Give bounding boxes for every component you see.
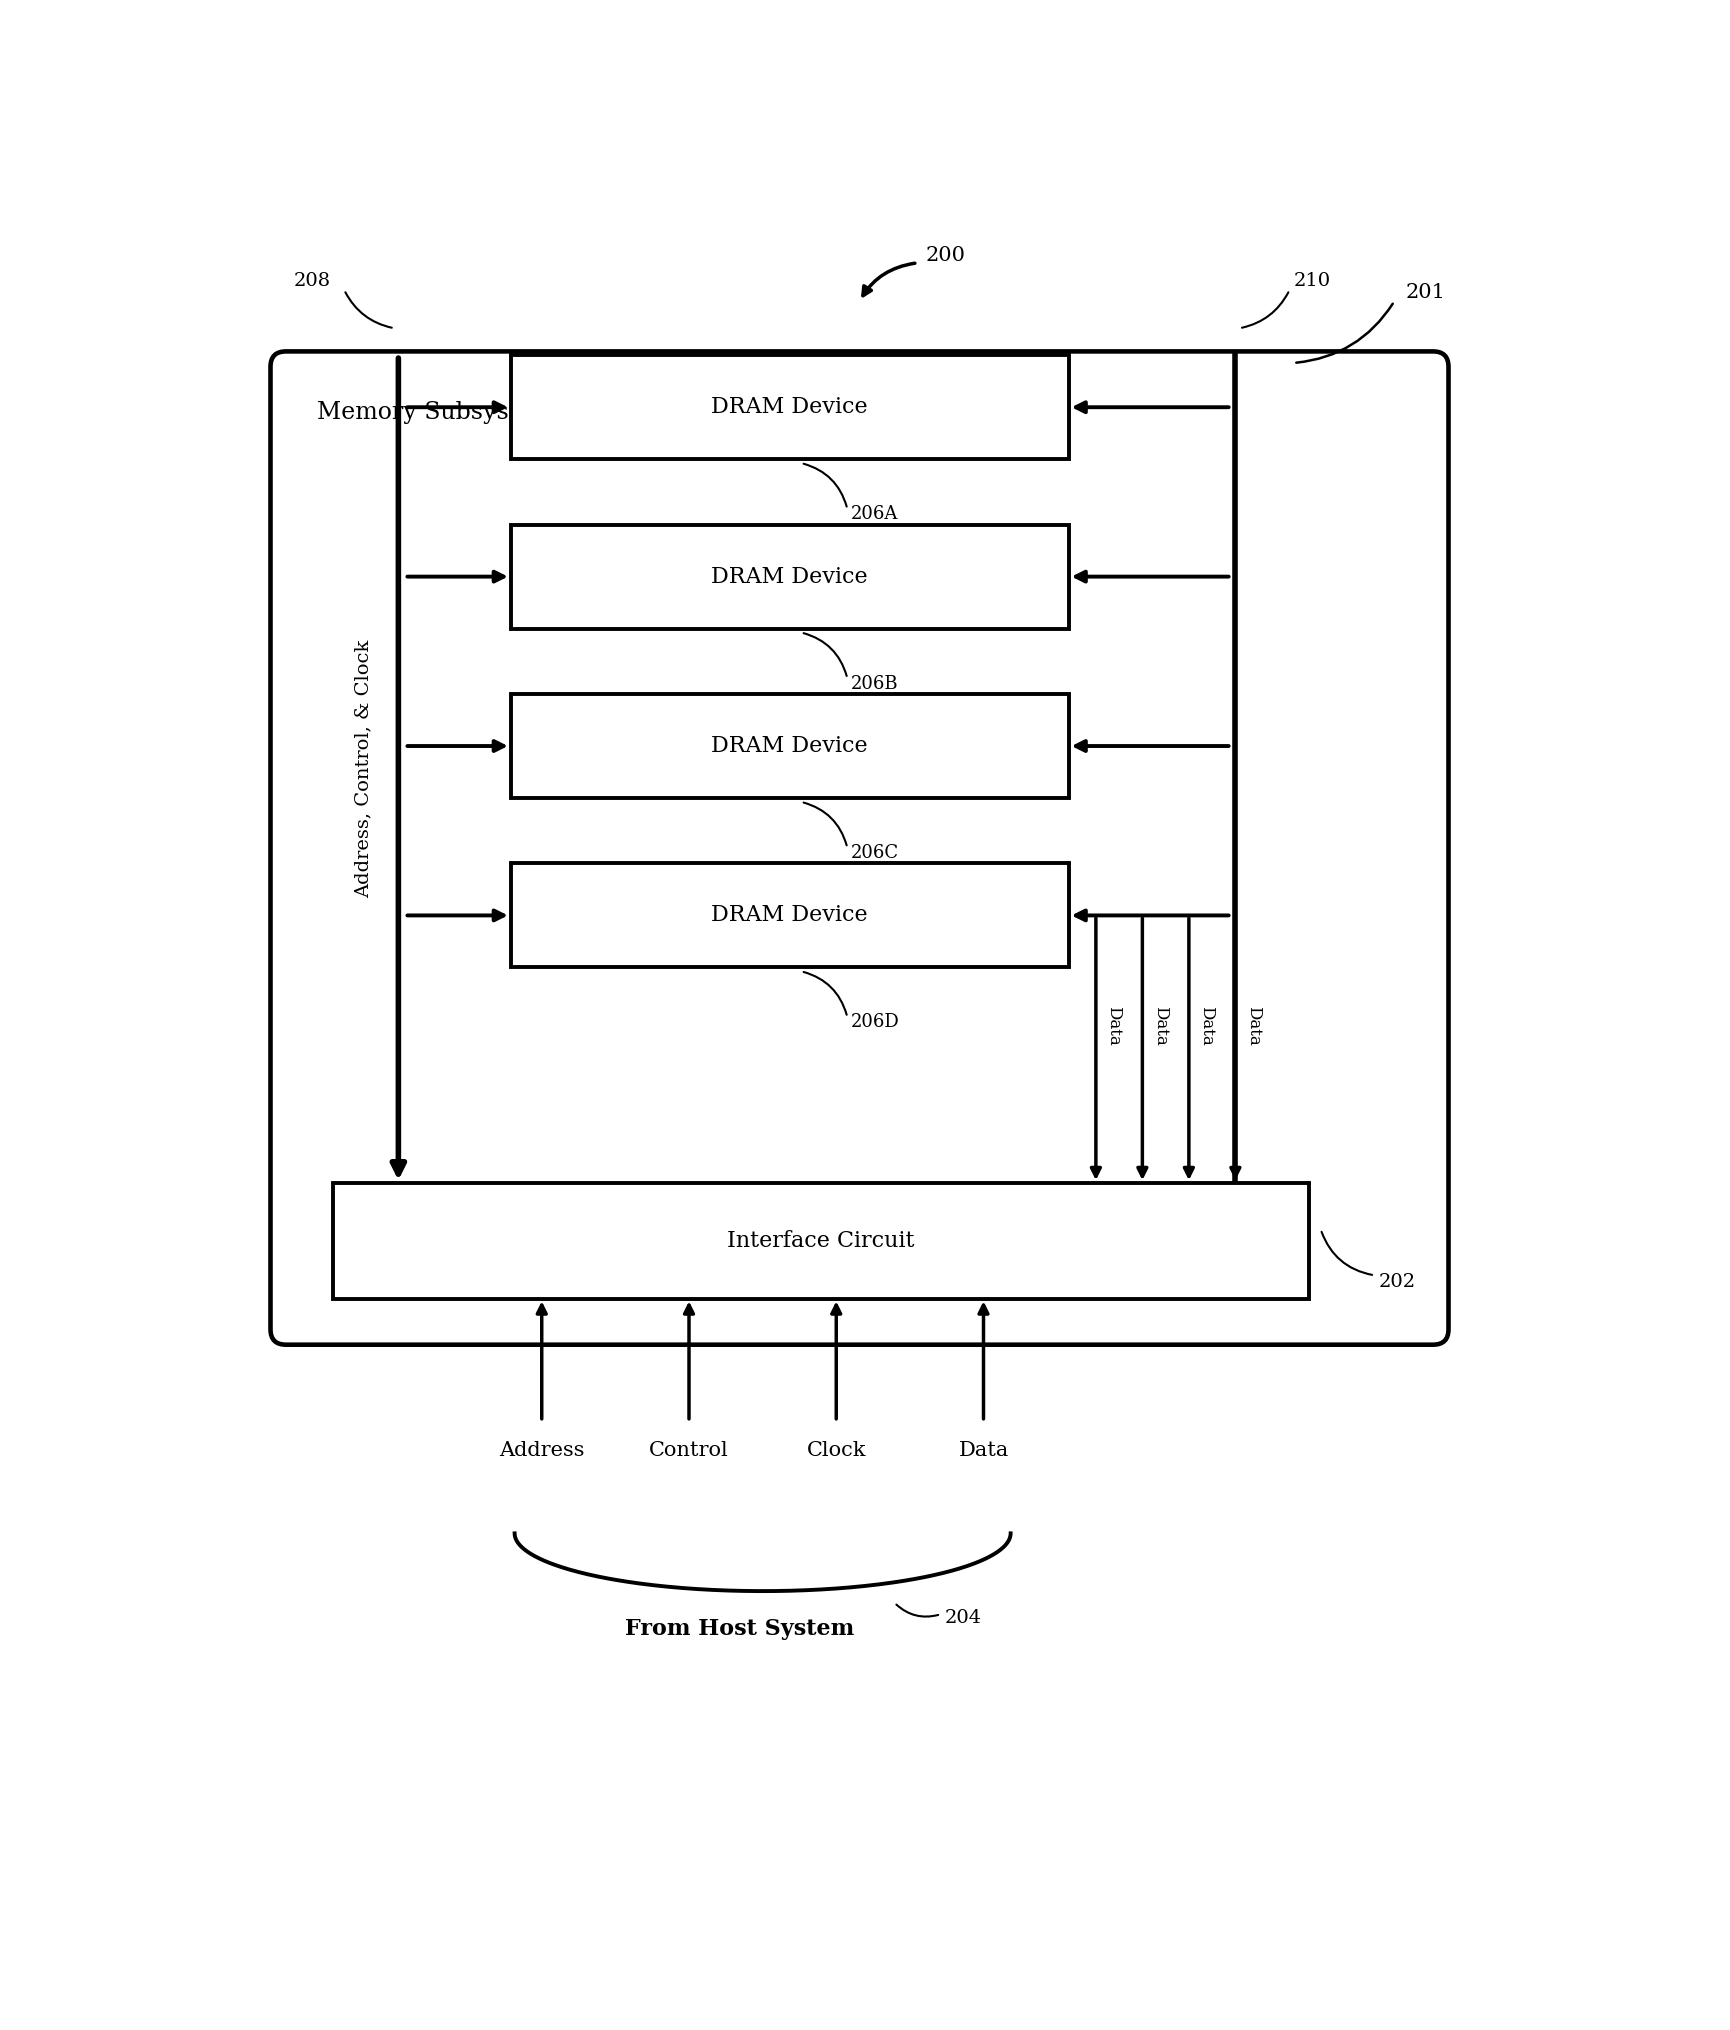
Text: Data: Data	[1199, 1007, 1214, 1045]
FancyBboxPatch shape	[510, 694, 1069, 798]
Text: 202: 202	[1379, 1273, 1415, 1291]
Text: Interface Circuit: Interface Circuit	[727, 1230, 915, 1253]
FancyBboxPatch shape	[510, 355, 1069, 459]
Text: DRAM Device: DRAM Device	[711, 905, 868, 926]
Text: DRAM Device: DRAM Device	[711, 566, 868, 587]
Text: Memory Subsystem: Memory Subsystem	[317, 402, 555, 424]
Text: Data: Data	[1244, 1007, 1261, 1045]
Text: From Host System: From Host System	[625, 1618, 855, 1640]
Text: 200: 200	[926, 246, 965, 264]
Text: DRAM Device: DRAM Device	[711, 735, 868, 757]
Text: Address, Control, & Clock: Address, Control, & Clock	[355, 639, 372, 899]
Text: Data: Data	[1152, 1007, 1169, 1045]
Text: Clock: Clock	[806, 1441, 867, 1460]
Text: 204: 204	[945, 1610, 983, 1628]
FancyBboxPatch shape	[332, 1183, 1310, 1299]
Text: Address: Address	[498, 1441, 585, 1460]
Text: Data: Data	[1105, 1007, 1123, 1045]
FancyBboxPatch shape	[510, 863, 1069, 968]
Text: 201: 201	[1406, 282, 1446, 302]
Text: DRAM Device: DRAM Device	[711, 396, 868, 418]
Text: 206C: 206C	[851, 844, 900, 863]
Text: Control: Control	[649, 1441, 728, 1460]
Text: 210: 210	[1294, 272, 1330, 290]
Text: 206B: 206B	[851, 674, 900, 692]
Text: Data: Data	[958, 1441, 1009, 1460]
Text: 206D: 206D	[851, 1013, 900, 1031]
FancyBboxPatch shape	[510, 524, 1069, 629]
Text: 208: 208	[294, 272, 330, 290]
FancyBboxPatch shape	[270, 351, 1448, 1344]
Text: 206A: 206A	[851, 505, 898, 524]
